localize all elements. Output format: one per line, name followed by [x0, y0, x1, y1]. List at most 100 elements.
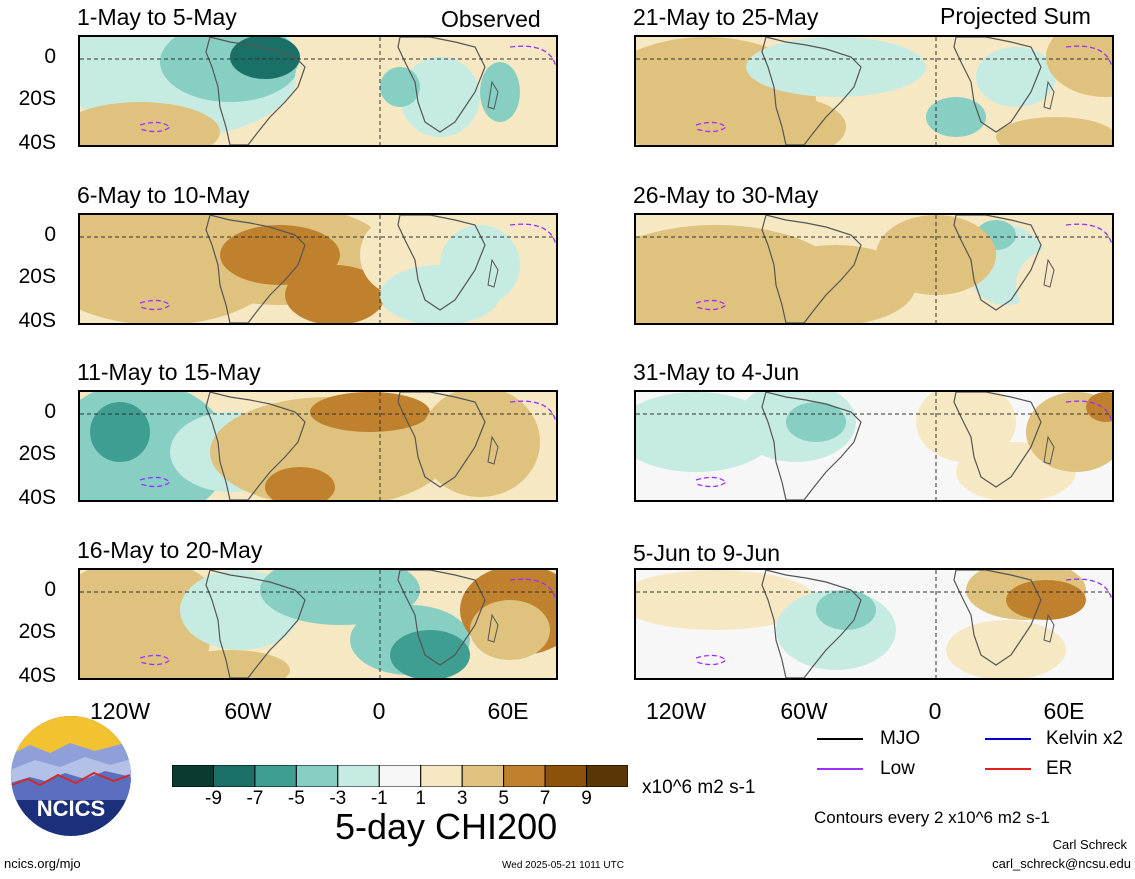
- panel-title-2: 6-May to 10-May: [77, 182, 250, 208]
- anomaly-shade: [726, 97, 846, 145]
- south-america-outline: [761, 215, 862, 323]
- x-tick-60w-right: 60W: [780, 698, 828, 724]
- panel-title-4: 16-May to 20-May: [77, 537, 263, 563]
- y-tick-label: 20S: [18, 442, 56, 465]
- low-contour: [695, 578, 1112, 666]
- colorbar-swatch: [171, 764, 214, 788]
- y-tick-label: 40S: [18, 486, 56, 509]
- africa-outline: [397, 570, 486, 666]
- anomaly-shade: [480, 62, 520, 122]
- chi200-field-1: [80, 37, 556, 145]
- madagascar-outline: [487, 613, 499, 643]
- madagascar-outline: [1043, 80, 1055, 110]
- panel-title-7: 31-May to 4-Jun: [633, 359, 800, 385]
- colorbar-swatch: [254, 764, 297, 788]
- madagascar-outline: [487, 435, 499, 465]
- legend-er-label: ER: [1046, 758, 1073, 779]
- anomaly-shade: [786, 402, 846, 442]
- y-tick-label: 40S: [18, 309, 56, 332]
- legend-er-swatch: [985, 768, 1031, 770]
- south-america-outline: [205, 215, 306, 323]
- anomaly-shade: [636, 570, 816, 630]
- x-tick-60e-left: 60E: [487, 698, 529, 724]
- colorbar-tick-label: -7: [246, 788, 264, 809]
- anomaly-shade: [976, 47, 1056, 107]
- anomaly-shade: [1046, 37, 1112, 97]
- chi200-field-4: [80, 570, 556, 678]
- colorbar-tick-label: -5: [287, 788, 305, 809]
- y-tick-label: 40S: [18, 131, 56, 154]
- legend-kelvin-label: Kelvin x2: [1046, 728, 1124, 749]
- map-panel-5: [634, 35, 1114, 147]
- africa-outline: [953, 570, 1042, 666]
- anomaly-shade: [756, 245, 916, 323]
- low-contour: [139, 578, 556, 666]
- legend-low-label: Low: [880, 758, 915, 779]
- map-panel-2: [78, 213, 558, 325]
- y-tick-label: 20S: [18, 265, 56, 288]
- map-panel-1: [78, 35, 558, 147]
- y-tick-label: 0: [44, 223, 56, 246]
- colorbar-swatch: [337, 764, 380, 788]
- legend-mjo-label: MJO: [880, 728, 921, 749]
- colorbar-swatch: [378, 764, 422, 788]
- madagascar-outline: [1043, 258, 1055, 288]
- panel-title-3: 11-May to 15-May: [77, 359, 261, 385]
- anomaly-shade: [390, 630, 470, 678]
- low-contour: [695, 45, 1112, 133]
- map-panel-7: [634, 390, 1114, 502]
- south-america-outline: [205, 37, 306, 145]
- anomaly-shade: [265, 467, 335, 500]
- chi200-field-5: [636, 37, 1112, 145]
- anomaly-shade: [1016, 245, 1112, 323]
- south-america-outline: [761, 392, 862, 500]
- madagascar-outline: [487, 258, 499, 288]
- anomaly-shade: [470, 402, 530, 462]
- anomaly-shade: [470, 600, 550, 660]
- map-panel-8: [634, 568, 1114, 680]
- chi200-field-2: [80, 215, 556, 323]
- colorbar-title: 5-day CHI200: [335, 806, 558, 847]
- anomaly-shade: [996, 117, 1112, 145]
- colorbar-swatch: [420, 764, 463, 788]
- low-contour: [139, 45, 556, 133]
- y-tick-label: 40S: [18, 664, 56, 687]
- panel-title-1: 1-May to 5-May: [77, 4, 237, 30]
- anomaly-shade: [876, 215, 996, 295]
- map-panel-4: [78, 568, 558, 680]
- legend-low-swatch: [817, 768, 863, 770]
- x-tick-0-left: 0: [372, 698, 386, 724]
- colorbar-tick-label: -3: [329, 788, 347, 809]
- colorbar-units: x10^6 m2 s-1: [642, 777, 756, 798]
- anomaly-shade: [80, 580, 210, 678]
- chi200-field-6: [636, 215, 1112, 323]
- colorbar-swatch: [503, 764, 546, 788]
- south-america-outline: [205, 392, 306, 500]
- anomaly-shade: [946, 620, 1066, 678]
- colorbar-tick-label: 7: [539, 788, 551, 809]
- low-contour: [139, 400, 556, 488]
- madagascar-outline: [487, 80, 499, 110]
- y-tick-label: 0: [44, 400, 56, 423]
- ncics-logo-text: NCICS: [37, 796, 105, 821]
- author-email[interactable]: carl_schreck@ncsu.edu: [992, 856, 1131, 871]
- panel-title-6: 26-May to 30-May: [633, 182, 819, 208]
- anomaly-shade: [170, 650, 290, 678]
- chi200-field-3: [80, 392, 556, 500]
- south-america-outline: [761, 37, 862, 145]
- colorbar-swatch: [586, 764, 629, 788]
- x-tick-0-right: 0: [928, 698, 942, 724]
- colorbar-swatch: [544, 764, 588, 788]
- y-tick-label: 20S: [18, 620, 56, 643]
- colorbar-tick-label: 1: [415, 788, 426, 809]
- africa-outline: [953, 215, 1042, 311]
- africa-outline: [953, 392, 1042, 488]
- x-tick-60e-right: 60E: [1043, 698, 1085, 724]
- colorbar-swatch: [461, 764, 505, 788]
- author-name: Carl Schreck: [1052, 837, 1127, 852]
- site-url[interactable]: ncics.org/mjo: [4, 856, 81, 871]
- timestamp: Wed 2025-05-21 1011 UTC: [502, 860, 624, 871]
- anomaly-shade: [380, 265, 500, 323]
- anomaly-shade: [816, 590, 876, 630]
- map-panel-6: [634, 213, 1114, 325]
